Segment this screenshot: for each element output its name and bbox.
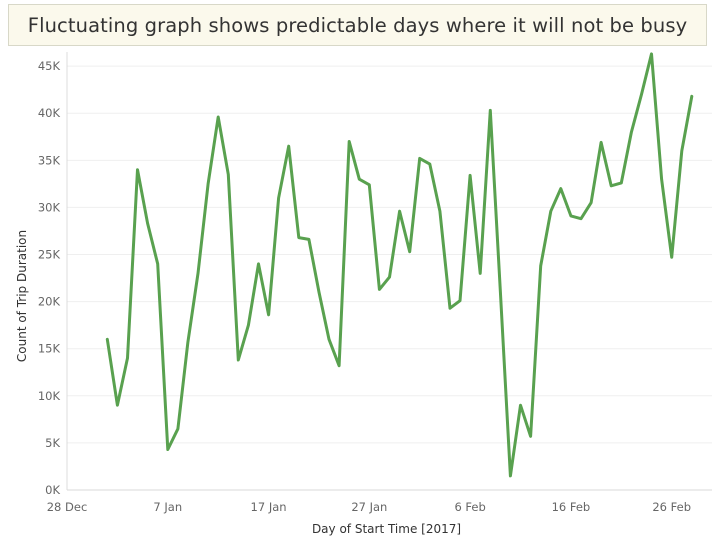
y-tick-label: 45K [38, 59, 61, 73]
y-tick-label: 5K [45, 436, 60, 450]
x-tick-label: 28 Dec [47, 500, 88, 514]
chart-title: Fluctuating graph shows predictable days… [27, 13, 688, 37]
chart-title-box: Fluctuating graph shows predictable days… [8, 4, 707, 46]
x-tick-label: 27 Jan [351, 500, 387, 514]
y-tick-label: 30K [38, 200, 61, 214]
y-axis-title: Count of Trip Duration [15, 230, 29, 362]
y-tick-label: 0K [45, 483, 60, 497]
y-tick-label: 20K [38, 295, 61, 309]
series-line [105, 52, 694, 478]
x-tick-label: 16 Feb [552, 500, 591, 514]
y-tick-label: 40K [38, 106, 61, 120]
x-axis-title: Day of Start Time [2017] [312, 522, 461, 536]
x-tick-label: 26 Feb [652, 500, 691, 514]
x-tick-label: 6 Feb [454, 500, 485, 514]
x-tick-label: 7 Jan [153, 500, 182, 514]
x-tick-label: 17 Jan [251, 500, 287, 514]
y-tick-label: 15K [38, 342, 61, 356]
y-tick-label: 10K [38, 389, 61, 403]
y-tick-label: 35K [38, 153, 61, 167]
y-tick-label: 25K [38, 248, 61, 262]
